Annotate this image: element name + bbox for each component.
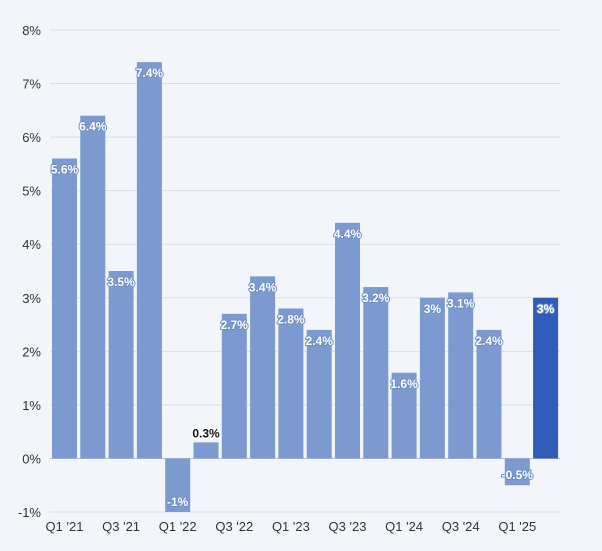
x-tick-label: Q1 '24 bbox=[385, 519, 423, 534]
data-label: 4.4% bbox=[334, 227, 362, 241]
data-label: 2.8% bbox=[277, 312, 305, 326]
x-tick-label: Q1 '22 bbox=[159, 519, 197, 534]
data-label: 1.6% bbox=[390, 377, 418, 391]
bar bbox=[335, 222, 360, 459]
bar bbox=[419, 297, 445, 459]
x-tick-label: Q3 '23 bbox=[329, 519, 367, 534]
data-label: 3% bbox=[424, 302, 442, 316]
bar bbox=[391, 372, 417, 459]
bar bbox=[504, 458, 530, 486]
data-label: 3.2% bbox=[362, 291, 390, 305]
data-label: 3.1% bbox=[447, 296, 475, 310]
bar bbox=[278, 308, 304, 459]
data-label: 2.7% bbox=[221, 318, 249, 332]
data-label: 6.4% bbox=[79, 120, 107, 134]
data-labels: 5.6%6.4%3.5%7.4%-1%0.3%2.7%3.4%2.8%2.4%4… bbox=[50, 65, 556, 510]
gridlines bbox=[50, 29, 560, 513]
bar bbox=[533, 297, 559, 459]
data-label: 2.4% bbox=[306, 334, 334, 348]
data-label: 7.4% bbox=[136, 66, 164, 80]
bar bbox=[363, 287, 389, 459]
y-tick-label: 3% bbox=[22, 291, 41, 306]
data-label: 2.4% bbox=[475, 334, 503, 348]
data-label: 5.6% bbox=[51, 163, 79, 177]
x-tick-label: Q1 '25 bbox=[498, 519, 536, 534]
bar bbox=[250, 276, 276, 459]
data-label: 3.5% bbox=[107, 275, 135, 289]
bar bbox=[448, 292, 474, 459]
x-tick-label: Q3 '22 bbox=[215, 519, 253, 534]
y-tick-label: 5% bbox=[22, 184, 41, 199]
bar bbox=[221, 313, 247, 459]
bar bbox=[306, 329, 332, 459]
bars bbox=[52, 62, 559, 512]
y-tick-label: 2% bbox=[22, 344, 41, 359]
bar bbox=[476, 329, 502, 459]
y-tick-label: 0% bbox=[22, 451, 41, 466]
bar bbox=[108, 271, 134, 459]
y-tick-label: 8% bbox=[22, 23, 41, 38]
bar bbox=[136, 62, 162, 459]
y-tick-label: 4% bbox=[22, 237, 41, 252]
y-tick-label: 6% bbox=[22, 130, 41, 145]
y-tick-label: 1% bbox=[22, 398, 41, 413]
x-tick-label: Q3 '21 bbox=[102, 519, 140, 534]
y-axis-tick-labels: -1% 0% 1% 2% 3% 4% 5% 6% 7% 8% bbox=[18, 23, 42, 520]
data-label: 3% bbox=[537, 302, 555, 316]
x-axis-tick-labels: Q1 '21 Q3 '21 Q1 '22 Q3 '22 Q1 '23 Q3 '23 Q1 '… bbox=[46, 519, 537, 534]
x-tick-label: Q1 '23 bbox=[272, 519, 310, 534]
x-tick-label: Q1 '21 bbox=[46, 519, 84, 534]
data-label: 3.4% bbox=[249, 280, 277, 294]
data-label: -0.5% bbox=[502, 468, 534, 482]
bar bbox=[193, 442, 219, 459]
bar bbox=[165, 458, 191, 512]
x-tick-label: Q3 '24 bbox=[442, 519, 480, 534]
y-tick-label: -1% bbox=[18, 505, 42, 520]
bar bbox=[52, 158, 77, 459]
data-label: -1% bbox=[167, 495, 189, 509]
data-label: 0.3% bbox=[192, 426, 220, 440]
bar bbox=[80, 115, 106, 459]
y-tick-label: 7% bbox=[22, 77, 41, 92]
